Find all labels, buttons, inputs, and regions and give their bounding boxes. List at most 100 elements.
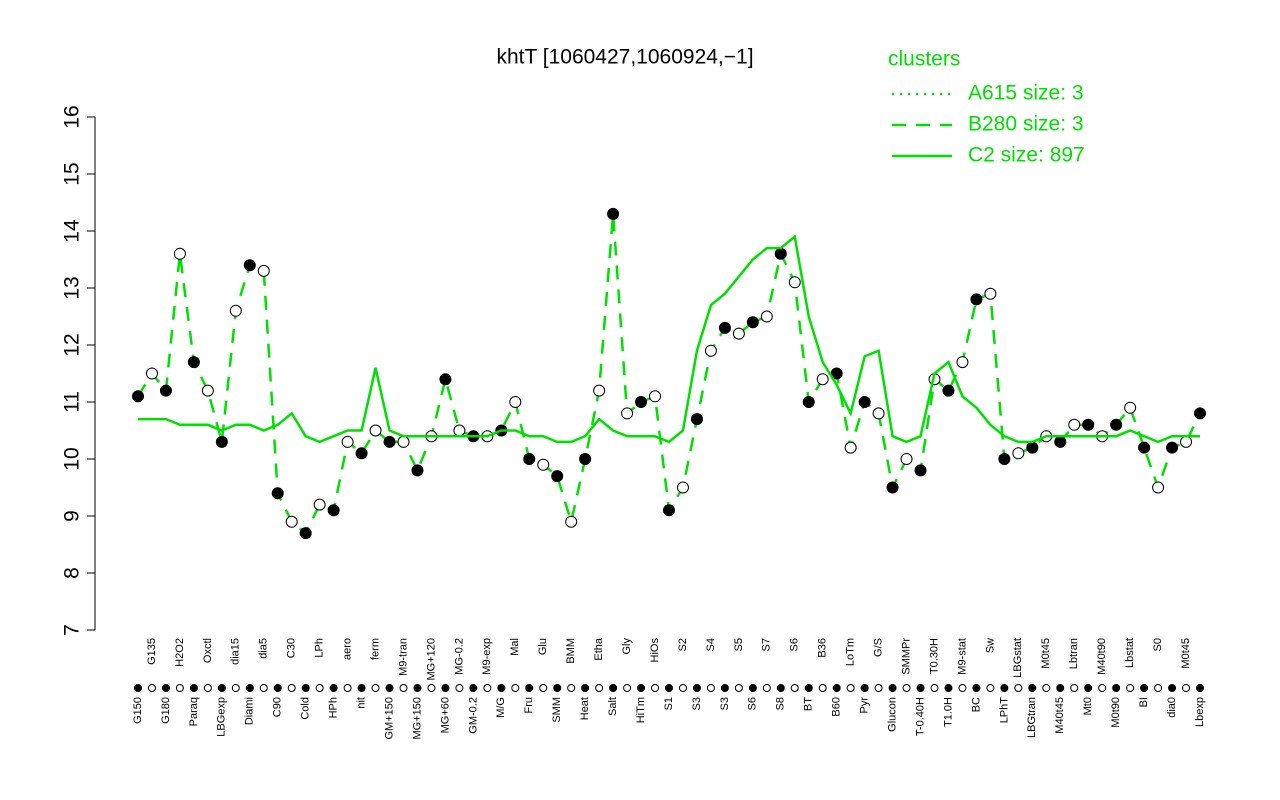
category-marker — [1112, 684, 1121, 692]
category-marker — [385, 684, 394, 692]
data-point — [411, 464, 424, 477]
category-marker — [1042, 684, 1051, 692]
data-point — [551, 470, 564, 483]
x-tick-label: MG+120 — [425, 638, 437, 681]
data-point — [383, 435, 396, 448]
data-point — [537, 458, 550, 471]
data-point — [229, 304, 242, 317]
x-tick-label: G180 — [160, 697, 172, 724]
category-marker — [329, 684, 338, 692]
category-marker — [273, 684, 282, 692]
x-tick-label: Cold — [300, 697, 312, 720]
data-point — [732, 327, 745, 340]
category-marker — [1126, 684, 1135, 692]
category-marker — [665, 684, 673, 692]
category-marker — [1168, 684, 1177, 692]
category-marker — [1196, 684, 1204, 692]
x-tick-label: Diami — [244, 697, 256, 725]
data-point — [439, 373, 452, 386]
category-marker — [1028, 684, 1037, 692]
category-marker — [986, 684, 995, 692]
data-point — [774, 247, 787, 260]
data-point — [900, 453, 913, 465]
x-tick-label: dia5 — [258, 638, 270, 659]
x-tick-label: HPh — [328, 697, 340, 718]
category-marker — [357, 684, 366, 692]
x-tick-label: S1 — [663, 697, 675, 710]
category-marker — [720, 684, 729, 692]
y-tick-label: 14 — [61, 219, 84, 243]
category-marker — [790, 684, 799, 692]
y-tick-label: 13 — [61, 276, 84, 299]
category-marker — [678, 684, 687, 692]
category-marker — [874, 684, 883, 692]
data-point — [313, 498, 326, 511]
x-tick-label: HiTm — [635, 697, 647, 723]
category-marker — [441, 684, 450, 692]
x-tick-label: H2O2 — [174, 638, 186, 667]
data-point — [970, 293, 983, 306]
x-tick-label: S5 — [733, 638, 745, 651]
x-tick-label: Paraq — [188, 697, 200, 726]
data-point — [942, 384, 955, 397]
category-marker — [1098, 684, 1107, 692]
x-tick-label: LBGtran — [1026, 697, 1038, 738]
x-tick-label: M/G — [495, 697, 507, 718]
x-tick-label: dia15 — [230, 638, 242, 665]
data-point — [327, 504, 340, 517]
category-marker — [916, 684, 925, 692]
y-tick-label: 12 — [61, 333, 84, 356]
series-line — [138, 234, 1200, 444]
category-marker — [539, 684, 548, 692]
data-point — [621, 407, 634, 420]
data-point — [886, 481, 899, 494]
x-tick-label: Fru — [523, 697, 535, 714]
x-tick-label: LoTm — [845, 638, 857, 666]
data-point — [271, 487, 284, 500]
x-tick-label: Lbtran — [1068, 638, 1080, 669]
category-marker — [497, 684, 506, 692]
x-tick-label: M9-tran — [397, 638, 409, 676]
x-tick-label: S3 — [691, 697, 703, 710]
data-point — [397, 435, 410, 448]
x-tick-label: S4 — [705, 638, 717, 651]
x-tick-label: Heat — [579, 697, 591, 720]
category-marker — [301, 684, 310, 692]
legend-label: A615 size: 3 — [968, 82, 1084, 105]
x-tick-label: T0.30H — [928, 638, 940, 674]
x-tick-label: G135 — [146, 638, 158, 665]
category-marker — [469, 684, 478, 692]
x-tick-label: Etha — [593, 637, 605, 661]
category-marker — [734, 684, 743, 692]
x-tick-label: MG-0.2 — [453, 638, 465, 675]
data-point — [844, 441, 857, 454]
x-tick-label: M40t90 — [1096, 638, 1108, 675]
data-point — [355, 447, 368, 460]
data-point — [760, 310, 773, 323]
x-tick-label: G/S — [873, 638, 885, 657]
data-point — [145, 367, 158, 380]
category-marker — [511, 684, 520, 692]
data-point — [1138, 441, 1151, 454]
x-tick-label: M0t45 — [1180, 638, 1192, 669]
data-point — [299, 527, 312, 540]
category-marker — [203, 684, 212, 692]
x-tick-label: aero — [342, 638, 354, 660]
x-tick-label: Lbstat — [1124, 638, 1136, 668]
x-tick-label: T-0.40H — [914, 697, 926, 736]
x-tick-label: LBGexp — [216, 697, 228, 737]
x-tick-label: S2 — [677, 638, 689, 651]
category-marker — [748, 684, 757, 692]
data-point — [1152, 481, 1165, 494]
x-tick-label: ferm — [369, 638, 381, 660]
data-point — [676, 481, 689, 494]
y-tick-label: 10 — [61, 447, 84, 470]
data-point — [984, 287, 997, 300]
data-point — [816, 373, 829, 386]
category-marker — [1056, 684, 1065, 692]
y-tick-label: 15 — [61, 162, 84, 185]
category-marker — [776, 684, 785, 692]
category-marker — [1000, 684, 1009, 692]
data-point — [649, 390, 662, 403]
category-marker — [525, 684, 534, 692]
